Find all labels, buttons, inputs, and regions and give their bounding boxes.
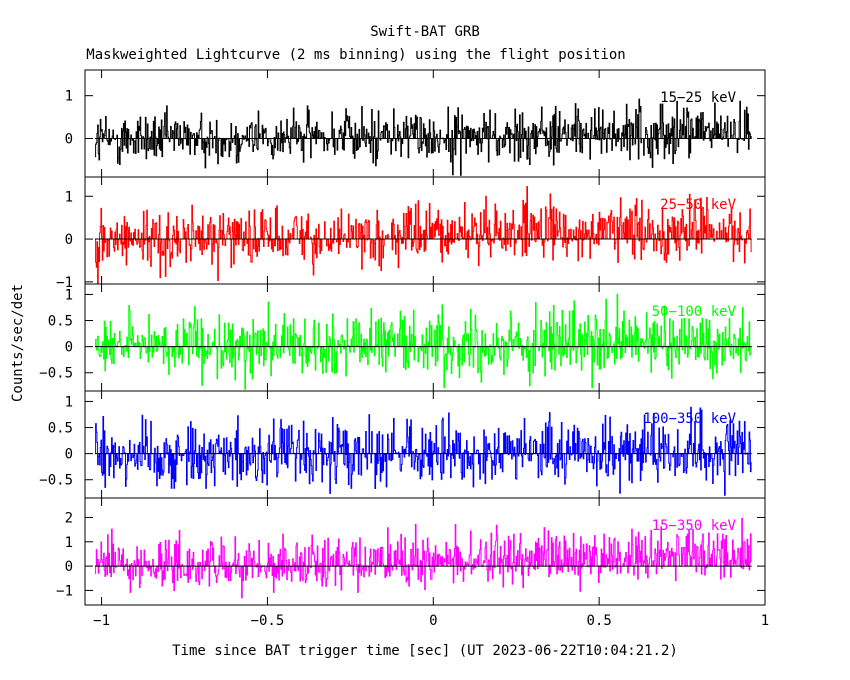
- panel-25-50-kev: −1 0 1 25−50 keV: [56, 176, 766, 291]
- y-tick-label: 2: [65, 510, 73, 526]
- panel-50-100-kev: −0.5 0 0.5 1 50−100 keV: [39, 283, 766, 392]
- y-tick-label: 0: [65, 340, 73, 356]
- x-tick-label: −0.5: [251, 613, 285, 629]
- series-line: [94, 186, 752, 284]
- y-tick-label: 1: [65, 89, 73, 105]
- y-tick-label: 0.5: [48, 421, 73, 437]
- panel-label: 15−350 keV: [652, 518, 737, 534]
- series-line: [94, 98, 752, 176]
- panels-group: 0 1 15−25 keV −1 0 1 25−50 keV −0.5 0 0.5 1 50−100 …: [39, 69, 766, 606]
- chart-title: Swift-BAT GRB: [370, 24, 480, 40]
- panel-label: 25−50 keV: [660, 197, 736, 213]
- x-axis-label: Time since BAT trigger time [sec] (UT 20…: [172, 643, 678, 659]
- series-line: [94, 518, 752, 599]
- panel-15-350-kev: −1 0 1 2 15−350 keV: [56, 497, 766, 606]
- y-tick-label: −0.5: [39, 473, 73, 489]
- y-tick-label: 1: [65, 394, 73, 410]
- y-tick-label: 1: [65, 535, 73, 551]
- panel-100-350-kev: −0.5 0 0.5 1 100−350 keV: [39, 390, 766, 499]
- y-tick-label: −1: [56, 275, 73, 291]
- chart-subtitle: Maskweighted Lightcurve (2 ms binning) u…: [86, 47, 625, 63]
- y-axis-label: Counts/sec/det: [10, 284, 26, 402]
- y-tick-label: −0.5: [39, 366, 73, 382]
- x-tick-label: 0.5: [586, 613, 611, 629]
- x-tick-label: 0: [429, 613, 437, 629]
- panel-frame: [84, 497, 766, 606]
- x-tick-labels: −1 −0.5 0 0.5 1: [93, 613, 769, 629]
- y-tick-label: 0.5: [48, 314, 73, 330]
- panel-15-25-kev: 0 1 15−25 keV: [65, 69, 766, 178]
- y-tick-label: 0: [65, 232, 73, 248]
- panel-label: 100−350 keV: [643, 411, 736, 427]
- x-tick-label: −1: [93, 613, 110, 629]
- y-tick-label: −1: [56, 583, 73, 599]
- y-tick-label: 1: [65, 287, 73, 303]
- panel-label: 50−100 keV: [652, 304, 737, 320]
- y-tick-label: 0: [65, 559, 73, 575]
- y-tick-label: 0: [65, 131, 73, 147]
- y-tick-label: 0: [65, 447, 73, 463]
- panel-label: 15−25 keV: [660, 90, 736, 106]
- x-tick-label: 1: [761, 613, 769, 629]
- series-line: [94, 406, 752, 496]
- y-tick-label: 1: [65, 189, 73, 205]
